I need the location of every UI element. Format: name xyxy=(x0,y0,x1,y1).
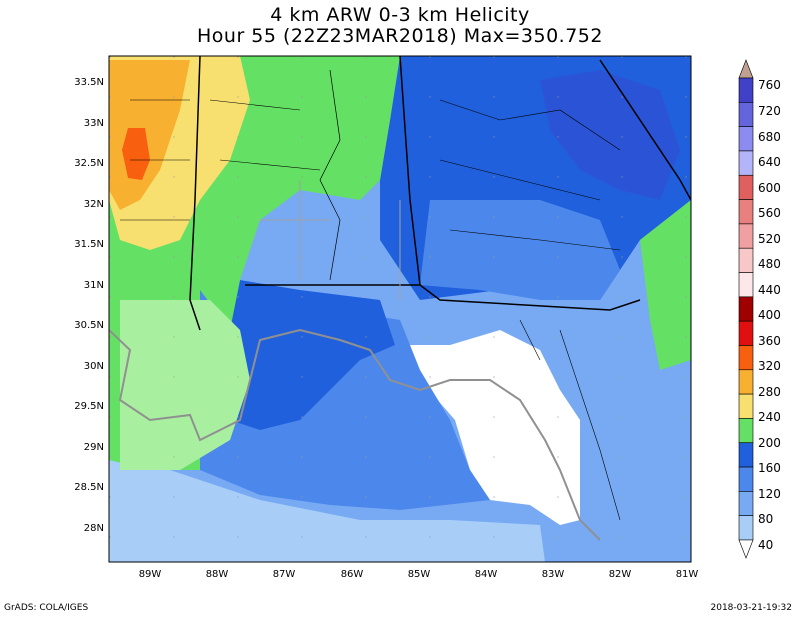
lon-label: 82W xyxy=(609,569,632,580)
lon-label: 87W xyxy=(273,569,296,580)
lon-label: 85W xyxy=(408,569,431,580)
lon-label: 86W xyxy=(341,569,364,580)
colorbar-swatch xyxy=(738,126,754,152)
lat-label: 30.5N xyxy=(74,320,104,331)
colorbar-swatch xyxy=(738,515,754,541)
colorbar-swatch xyxy=(738,102,754,127)
colorbar-swatch xyxy=(738,393,754,419)
colorbar-label: 480 xyxy=(758,257,781,271)
lon-label: 81W xyxy=(676,569,699,580)
lon-label: 89W xyxy=(139,569,162,580)
colorbar-swatch xyxy=(738,491,754,516)
colorbar-swatch xyxy=(738,345,754,371)
colorbar-swatch xyxy=(738,150,754,176)
colorbar-swatch xyxy=(738,296,754,322)
lat-label: 31.5N xyxy=(74,239,104,250)
colorbar-label: 280 xyxy=(758,385,781,399)
latitude-labels: 33.5N 33N 32.5N 32N 31.5N 31N 30.5N 30N … xyxy=(74,77,104,534)
colorbar-swatch xyxy=(738,223,754,249)
lat-label: 29N xyxy=(84,442,104,453)
colorbar-label: 680 xyxy=(758,130,781,144)
title-line-2: Hour 55 (22Z23MAR2018) Max=350.752 xyxy=(197,25,603,47)
colorbar-swatch xyxy=(738,199,754,225)
colorbar-label: 320 xyxy=(758,359,781,373)
colorbar-label: 240 xyxy=(758,410,781,424)
lon-label: 84W xyxy=(475,569,498,580)
colorbar-swatch xyxy=(738,466,754,492)
colorbar-label: 440 xyxy=(758,283,781,297)
lat-label: 32N xyxy=(84,199,104,210)
lat-label: 30N xyxy=(84,361,104,372)
title-line-1: 4 km ARW 0-3 km Helicity xyxy=(270,4,530,26)
longitude-labels: 89W 88W 87W 86W 85W 84W 83W 82W 81W xyxy=(139,569,699,580)
colorbar-swatch xyxy=(738,418,754,444)
colorbar-label: 80 xyxy=(758,512,773,526)
colorbar-swatch xyxy=(738,77,754,103)
lat-label: 33.5N xyxy=(74,77,104,88)
colorbar-swatch xyxy=(738,247,754,273)
lat-label: 31N xyxy=(84,280,104,291)
colorbar-label: 600 xyxy=(758,181,781,195)
lat-label: 28.5N xyxy=(74,482,104,493)
colorbar-swatch xyxy=(738,174,754,200)
colorbar-label: 360 xyxy=(758,334,781,348)
colorbar-label: 120 xyxy=(758,487,781,501)
grid-dots xyxy=(109,56,691,562)
lat-label: 32.5N xyxy=(74,158,104,169)
colorbar-label: 520 xyxy=(758,232,781,246)
colorbar-label: 200 xyxy=(758,436,781,450)
colorbar-swatch xyxy=(738,320,754,346)
lat-label: 29.5N xyxy=(74,401,104,412)
lon-label: 83W xyxy=(542,569,565,580)
colorbar-swatch xyxy=(738,369,754,395)
colorbar-label: 720 xyxy=(758,104,781,118)
colorbar-label: 160 xyxy=(758,461,781,475)
colorbar-swatch xyxy=(738,539,754,559)
colorbar-label: 560 xyxy=(758,206,781,220)
colorbar-label: 760 xyxy=(758,78,781,92)
colorbar-swatches xyxy=(738,59,754,559)
colorbar: 760 720 680 640 600 560 520 480 440 400 … xyxy=(738,59,781,559)
colorbar-swatch xyxy=(738,272,754,298)
colorbar-swatch xyxy=(738,59,754,79)
plot-frame xyxy=(108,55,692,563)
colorbar-label: 400 xyxy=(758,308,781,322)
lat-label: 28N xyxy=(84,523,104,534)
colorbar-swatch xyxy=(738,442,754,468)
lon-label: 88W xyxy=(206,569,229,580)
colorbar-label: 40 xyxy=(758,538,773,552)
footer-timestamp: 2018-03-21-19:32 xyxy=(710,603,793,613)
colorbar-label: 640 xyxy=(758,155,781,169)
footer-credit: GrADS: COLA/IGES xyxy=(4,603,89,613)
lat-label: 33N xyxy=(84,118,104,129)
colorbar-labels: 760 720 680 640 600 560 520 480 440 400 … xyxy=(758,78,781,552)
